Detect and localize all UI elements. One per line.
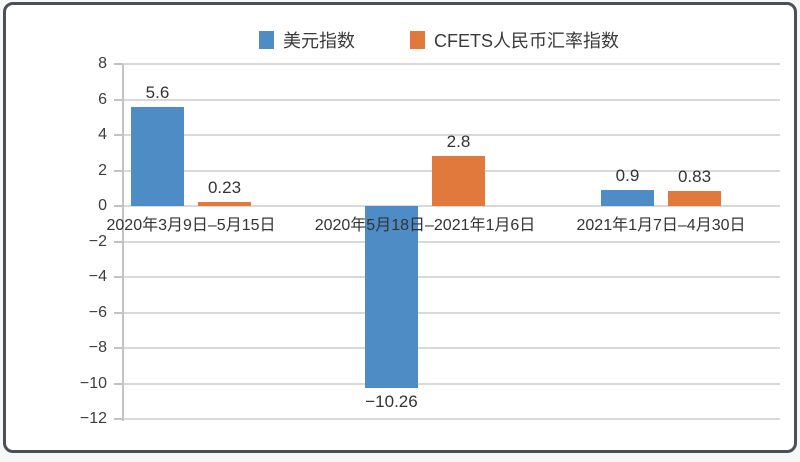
category-label: 2020年5月18日–2021年1月6日 xyxy=(314,217,536,234)
category-label: 2021年1月7日–4月30日 xyxy=(576,217,746,234)
y-axis-tick-mark xyxy=(114,134,123,136)
chart-legend: 美元指数 CFETS人民币汇率指数 xyxy=(259,27,619,53)
value-label: 0.23 xyxy=(207,177,242,197)
gridline xyxy=(123,240,780,243)
plot-area: 8 6 4 2 0 −2 −4 −6 −8 −10 −12 5.6 −10.26 0.9 0.23 2.8 0.… xyxy=(6,5,794,450)
y-axis-tick-mark xyxy=(114,169,123,172)
bar-usd-index-0 xyxy=(131,106,184,206)
value-label: −10.26 xyxy=(365,392,418,412)
value-label: 0.9 xyxy=(615,166,640,186)
bar-cfets-index-1 xyxy=(432,156,485,206)
y-axis-tick-label: 6 xyxy=(98,90,107,108)
y-axis-tick-label: −2 xyxy=(88,232,107,250)
legend-item-usd-index: 美元指数 xyxy=(259,27,355,53)
y-axis-line xyxy=(122,64,124,421)
y-axis-tick-label: −4 xyxy=(88,268,107,285)
bar-cfets-index-0 xyxy=(198,201,251,206)
legend-swatch-icon xyxy=(410,31,425,49)
y-axis-tick-label: −10 xyxy=(79,374,107,392)
y-axis-tick-label: −6 xyxy=(88,303,107,321)
value-label: 5.6 xyxy=(145,82,170,102)
gridline xyxy=(123,311,780,314)
legend-item-cfets-index: CFETS人民币汇率指数 xyxy=(410,27,619,53)
y-axis-tick-label: −12 xyxy=(79,410,107,427)
y-axis-tick-label: 8 xyxy=(98,55,107,72)
y-axis-tick-mark xyxy=(114,205,123,207)
gridline xyxy=(123,382,780,385)
gridline xyxy=(123,205,780,207)
y-axis-tick-mark xyxy=(114,418,123,420)
category-label: 2020年3月9日–5月15日 xyxy=(106,217,276,234)
y-axis-tick-label: 2 xyxy=(98,161,107,179)
gridline xyxy=(123,347,780,349)
y-axis-tick-label: 4 xyxy=(98,126,107,143)
gridline xyxy=(123,98,780,101)
gridline xyxy=(123,276,780,278)
y-axis-tick-mark xyxy=(114,98,123,101)
bar-usd-index-2 xyxy=(601,190,654,206)
y-axis-tick-mark xyxy=(114,63,123,65)
y-axis-tick-mark xyxy=(114,276,123,278)
y-axis-tick-label: −8 xyxy=(88,339,107,356)
legend-swatch-icon xyxy=(259,31,274,49)
y-axis-tick-mark xyxy=(114,311,123,314)
gridline xyxy=(123,418,780,420)
chart-frame: 美元指数 CFETS人民币汇率指数 8 6 4 2 0 −2 −4 −6 −8 −10 −12 5.6 −… xyxy=(3,2,797,453)
value-label: 0.83 xyxy=(677,167,712,187)
value-label: 2.8 xyxy=(446,132,471,152)
bar-usd-index-1 xyxy=(365,206,418,389)
y-axis-tick-label: 0 xyxy=(98,197,107,214)
gridline xyxy=(123,134,780,136)
y-axis-tick-mark xyxy=(114,382,123,385)
gridline xyxy=(123,63,780,65)
y-axis-tick-mark xyxy=(114,240,123,243)
bar-cfets-index-2 xyxy=(668,191,721,206)
y-axis-tick-mark xyxy=(114,347,123,349)
legend-label: 美元指数 xyxy=(283,31,355,51)
legend-label: CFETS人民币汇率指数 xyxy=(434,31,620,51)
